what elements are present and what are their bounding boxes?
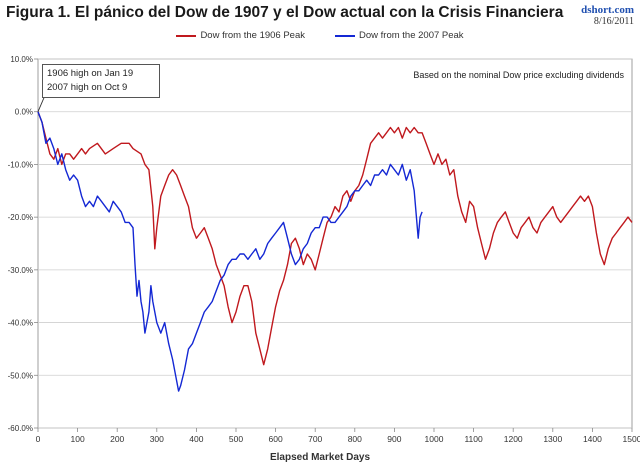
- x-tick-label: 400: [189, 434, 203, 444]
- y-tick-label: -50.0%: [8, 371, 33, 380]
- y-tick-label: 0.0%: [15, 108, 33, 117]
- x-tick-label: 1000: [425, 434, 444, 444]
- x-tick-label: 900: [387, 434, 401, 444]
- legend-item-2007: Dow from the 2007 Peak: [335, 30, 464, 41]
- peak-callout: 1906 high on Jan 19 2007 high on Oct 9: [42, 64, 160, 98]
- y-tick-label: -30.0%: [8, 266, 33, 275]
- plot-area-frame: [37, 58, 633, 429]
- brand-block: dshort.com 8/16/2011: [581, 4, 634, 28]
- legend-swatch-2007: [335, 34, 355, 37]
- chart-note: Based on the nominal Dow price excluding…: [413, 70, 624, 80]
- series-line-1906: [37, 111, 633, 366]
- legend-item-1906: Dow from the 1906 Peak: [176, 30, 305, 41]
- callout-pointer: [37, 97, 45, 112]
- x-tick-label: 500: [229, 434, 243, 444]
- x-tick-label: 1100: [464, 434, 483, 444]
- x-tick-label: 1400: [583, 434, 602, 444]
- legend: Dow from the 1906 Peak Dow from the 2007…: [0, 30, 640, 41]
- x-tick-label: 700: [308, 434, 322, 444]
- x-tick-label: 100: [71, 434, 85, 444]
- callout-line-1906: 1906 high on Jan 19: [47, 68, 134, 79]
- y-tick-label: -20.0%: [8, 213, 33, 222]
- y-tick-label: -40.0%: [8, 319, 33, 328]
- chart-title: Figura 1. El pánico del Dow de 1907 y el…: [6, 4, 564, 21]
- y-tick-label: -60.0%: [8, 424, 33, 433]
- legend-label-1906: Dow from the 1906 Peak: [200, 30, 305, 41]
- y-tick-label: -10.0%: [8, 160, 33, 169]
- x-tick-label: 300: [150, 434, 164, 444]
- x-tick-label: 0: [36, 434, 41, 444]
- x-tick-label: 800: [348, 434, 362, 444]
- series-line-2007: [37, 111, 423, 392]
- x-tick-label: 600: [269, 434, 283, 444]
- legend-label-2007: Dow from the 2007 Peak: [359, 30, 464, 41]
- y-tick-label: 10.0%: [10, 55, 33, 64]
- legend-swatch-1906: [176, 34, 197, 37]
- publish-date: 8/16/2011: [593, 16, 634, 27]
- x-tick-label: 1200: [504, 434, 523, 444]
- x-tick-label: 1300: [543, 434, 562, 444]
- site-name[interactable]: dshort.com: [581, 4, 634, 16]
- callout-line-2007: 2007 high on Oct 9: [47, 82, 128, 93]
- x-axis-label: Elapsed Market Days: [269, 452, 371, 463]
- x-tick-label: 200: [110, 434, 124, 444]
- x-tick-label: 1500: [623, 434, 640, 444]
